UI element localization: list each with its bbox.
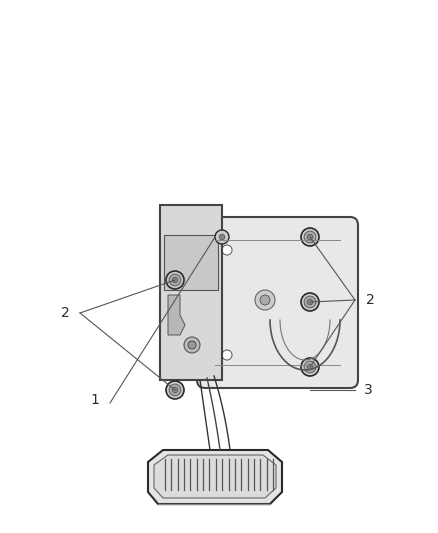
Circle shape (172, 387, 178, 393)
Circle shape (301, 293, 319, 311)
Circle shape (169, 274, 181, 286)
Circle shape (219, 234, 225, 240)
Circle shape (222, 245, 232, 255)
Circle shape (307, 235, 313, 240)
Circle shape (304, 361, 316, 373)
Polygon shape (168, 295, 185, 335)
Circle shape (172, 277, 178, 282)
Circle shape (307, 364, 313, 370)
Circle shape (301, 228, 319, 246)
Bar (164, 235, 218, 290)
Circle shape (215, 230, 229, 244)
Circle shape (260, 295, 270, 305)
Circle shape (169, 384, 181, 396)
Bar (160, 205, 222, 380)
Polygon shape (154, 455, 276, 498)
Circle shape (304, 296, 316, 308)
Polygon shape (148, 450, 282, 504)
Circle shape (255, 290, 275, 310)
Circle shape (166, 271, 184, 289)
Text: 2: 2 (60, 306, 69, 320)
Text: 3: 3 (364, 383, 372, 397)
Circle shape (188, 341, 196, 349)
Text: 2: 2 (366, 293, 374, 307)
Circle shape (166, 381, 184, 399)
Text: 1: 1 (91, 393, 99, 407)
Circle shape (307, 300, 313, 305)
Circle shape (184, 337, 200, 353)
Circle shape (301, 358, 319, 376)
FancyBboxPatch shape (197, 217, 358, 388)
Circle shape (304, 231, 316, 243)
Circle shape (222, 350, 232, 360)
